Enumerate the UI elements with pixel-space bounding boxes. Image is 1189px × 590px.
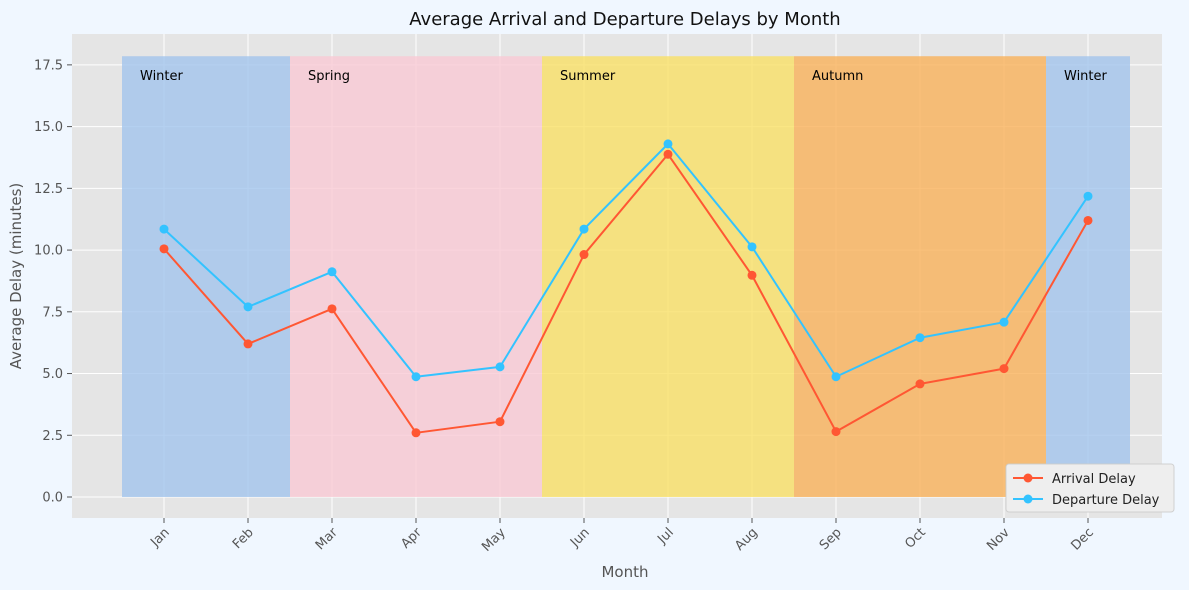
y-tick-label: 5.0 xyxy=(42,367,63,382)
season-bands: Winter Spring Summer Autumn Winter xyxy=(122,56,1130,498)
x-axis: Jan Feb Mar Apr May Jun Jul Aug Sep Oct Nov Dec xyxy=(147,518,1097,555)
x-tick-label: May xyxy=(479,525,509,555)
data-point-arrival xyxy=(1083,215,1093,225)
data-point-arrival xyxy=(831,427,841,437)
season-band-autumn xyxy=(878,56,962,498)
data-point-arrival xyxy=(411,428,421,438)
legend-departure-marker xyxy=(1023,494,1033,504)
data-point-departure xyxy=(411,372,421,382)
y-tick-label: 12.5 xyxy=(34,182,63,197)
legend: Arrival Delay Departure Delay xyxy=(1005,463,1175,513)
data-point-departure xyxy=(579,224,589,234)
x-tick-label: Jul xyxy=(654,525,676,547)
season-band-winter xyxy=(206,56,290,498)
y-axis-label: Average Delay (minutes) xyxy=(7,183,25,370)
data-point-departure xyxy=(327,267,337,277)
data-point-arrival xyxy=(663,149,673,159)
season-band-winter xyxy=(122,56,206,498)
season-band-spring xyxy=(458,56,542,498)
x-tick-label: Jun xyxy=(567,525,593,551)
data-point-departure xyxy=(495,362,505,372)
y-tick-label: 15.0 xyxy=(34,120,63,135)
data-point-departure xyxy=(999,317,1009,327)
y-tick-label: 0.0 xyxy=(42,491,63,506)
series-line-arrival xyxy=(163,153,1089,434)
chart-title: Average Arrival and Departure Delays by … xyxy=(409,9,840,30)
data-point-departure xyxy=(1083,191,1093,201)
data-point-departure xyxy=(831,372,841,382)
y-tick-label: 7.5 xyxy=(42,305,63,320)
season-label-summer: Summer xyxy=(560,69,616,84)
x-tick-label: Oct xyxy=(902,525,929,552)
data-point-arrival xyxy=(243,339,253,349)
x-tick-label: Mar xyxy=(313,525,341,553)
y-axis: 0.0 2.5 5.0 7.5 10.0 12.5 15.0 17.5 xyxy=(34,58,72,506)
data-point-arrival xyxy=(915,379,925,389)
data-point-arrival xyxy=(747,270,757,280)
legend-arrival-marker xyxy=(1023,473,1033,483)
season-label-winter: Winter xyxy=(1064,69,1108,84)
data-point-arrival xyxy=(495,417,505,427)
y-tick-label: 2.5 xyxy=(42,429,63,444)
data-point-arrival xyxy=(327,304,337,314)
x-tick-label: Sep xyxy=(817,525,845,553)
data-series xyxy=(159,139,1093,438)
season-band-winter xyxy=(1046,56,1130,498)
data-point-departure xyxy=(915,333,925,343)
season-band-autumn xyxy=(794,56,878,498)
season-band-spring xyxy=(290,56,374,498)
data-point-arrival xyxy=(579,250,589,260)
data-point-departure xyxy=(159,224,169,234)
x-tick-label: Feb xyxy=(230,525,257,552)
season-band-autumn xyxy=(962,56,1046,498)
season-label-winter: Winter xyxy=(140,69,184,84)
data-point-departure xyxy=(747,242,757,252)
legend-arrival-label: Arrival Delay xyxy=(1052,472,1136,487)
season-label-spring: Spring xyxy=(308,69,350,84)
x-tick-label: Jan xyxy=(147,525,172,550)
season-label-autumn: Autumn xyxy=(812,69,863,84)
x-tick-label: Apr xyxy=(398,525,425,552)
season-band-summer xyxy=(626,56,710,498)
data-point-departure xyxy=(243,302,253,312)
x-tick-label: Dec xyxy=(1068,525,1096,553)
y-tick-label: 17.5 xyxy=(34,58,63,73)
x-axis-label: Month xyxy=(601,563,648,581)
y-tick-label: 10.0 xyxy=(34,244,63,259)
series-line-departure xyxy=(163,142,1089,378)
legend-departure-label: Departure Delay xyxy=(1052,493,1160,508)
legend-box xyxy=(1005,463,1175,513)
season-band-spring xyxy=(374,56,458,498)
x-tick-label: Aug xyxy=(732,525,761,554)
x-tick-label: Nov xyxy=(984,525,1013,554)
data-point-arrival xyxy=(999,364,1009,374)
data-point-departure xyxy=(663,139,673,149)
data-point-arrival xyxy=(159,244,169,254)
